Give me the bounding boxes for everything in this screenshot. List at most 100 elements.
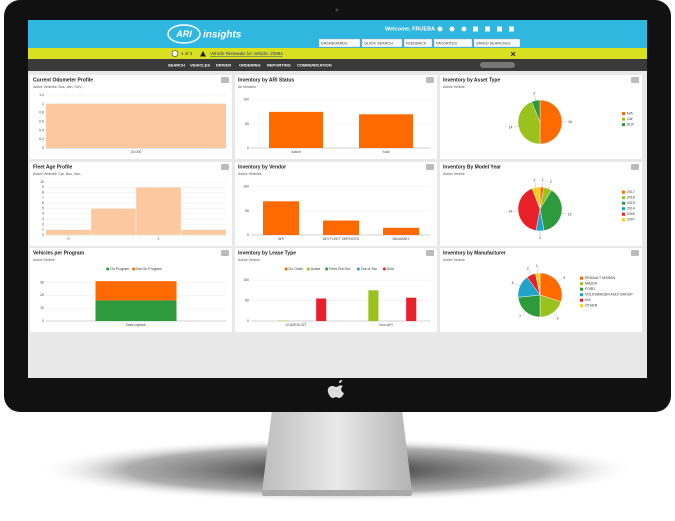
bar-segment[interactable]	[96, 281, 177, 300]
icon[interactable]	[438, 27, 443, 32]
legend-swatch	[580, 277, 583, 280]
x-tick-label: LEASEDCNT	[285, 323, 307, 327]
y-tick-label: 100	[243, 98, 249, 102]
nav-item[interactable]: REPORTING	[267, 62, 291, 67]
legend-label[interactable]: KIA	[585, 298, 591, 302]
export-icon[interactable]	[631, 77, 639, 83]
bar-segment[interactable]	[96, 300, 177, 321]
legend-swatch	[622, 202, 625, 205]
x-tick-label: 20,000	[131, 150, 142, 154]
export-icon[interactable]	[221, 250, 229, 256]
legend-label[interactable]: FORD	[585, 287, 595, 291]
slice-label: 2	[533, 91, 535, 95]
histogram-bar	[46, 230, 91, 235]
nav-bar	[28, 59, 647, 71]
export-icon[interactable]	[426, 164, 434, 170]
legend-label[interactable]: Fleet Out Svc	[329, 267, 350, 271]
chart-subtitle: Active Vehicle	[443, 172, 465, 176]
legend-swatch	[106, 268, 109, 271]
y-tick-label: 1.2	[39, 93, 44, 97]
menu-label[interactable]: QUICK SEARCH	[364, 41, 393, 45]
legend-label[interactable]: On Program	[110, 267, 129, 271]
legend-label[interactable]: 2017	[627, 190, 635, 194]
close-button[interactable]: ✕	[510, 51, 516, 58]
legend-label[interactable]: RENAULT NISSAN	[585, 276, 615, 280]
menu-label[interactable]: FEEDBACK	[406, 41, 427, 45]
icon[interactable]	[450, 27, 455, 32]
bar[interactable]	[323, 221, 359, 235]
welcome: Welcome, FRUEBA	[385, 26, 435, 32]
icon[interactable]	[462, 27, 467, 32]
legend-label[interactable]: On Order	[289, 267, 304, 271]
menu-label[interactable]: DASHBOARDS	[321, 41, 348, 45]
nav-item[interactable]: COMMUNICATION	[297, 62, 332, 67]
bar[interactable]	[316, 299, 326, 322]
slice-label: 2	[550, 180, 552, 184]
legend-label[interactable]: Not On Program	[136, 267, 162, 271]
notice-pager[interactable]: 1 of 3	[181, 51, 193, 56]
legend-label[interactable]: 2015	[627, 201, 635, 205]
legend-swatch	[580, 299, 583, 302]
bar[interactable]	[359, 114, 413, 148]
icon[interactable]	[509, 27, 514, 32]
icon[interactable]	[473, 27, 478, 32]
y-tick-label: 9	[42, 185, 44, 189]
slice-label: 16	[568, 120, 572, 124]
histogram-bar	[181, 230, 226, 235]
chart-subtitle: All Vehicles	[238, 85, 256, 89]
bar[interactable]	[368, 290, 378, 321]
export-icon[interactable]	[631, 164, 639, 170]
legend-label[interactable]: MAZDA	[585, 282, 598, 286]
nav-item[interactable]: ORDERING	[239, 62, 261, 67]
search-box[interactable]	[480, 62, 515, 68]
legend-label[interactable]: Active	[311, 267, 321, 271]
y-tick-label: 50	[245, 209, 249, 213]
legend-label[interactable]: SUV	[627, 123, 635, 127]
legend-label[interactable]: VOLKSWAGEN AUDI GROUP	[585, 293, 633, 297]
chart-title: Inventory by ARI Status	[238, 77, 294, 83]
export-icon[interactable]	[426, 77, 434, 83]
chart-title: Inventory by Manufacturer	[443, 250, 506, 256]
bar[interactable]	[383, 228, 419, 235]
y-tick-label: 50	[245, 122, 249, 126]
nav-item[interactable]: VEHICLES	[190, 62, 210, 67]
menu-label[interactable]: FAVORITES	[436, 41, 457, 45]
bar[interactable]	[269, 112, 323, 148]
icon[interactable]	[497, 27, 502, 32]
legend-label[interactable]: 2014	[627, 207, 635, 211]
nav-item[interactable]: SEARCH	[168, 62, 185, 67]
bar[interactable]	[406, 298, 416, 321]
menu-label[interactable]: SAVED SEARCHES	[476, 41, 511, 45]
x-tick-label: ARI	[278, 237, 284, 241]
legend-label[interactable]: Sold	[387, 267, 394, 271]
export-icon[interactable]	[221, 77, 229, 83]
legend-swatch	[580, 288, 583, 291]
legend-label[interactable]: Out of Svc	[361, 267, 378, 271]
export-icon[interactable]	[631, 250, 639, 256]
legend-swatch	[580, 293, 583, 296]
legend-label[interactable]: N/A	[627, 112, 634, 116]
nav-item[interactable]: DRIVER	[216, 62, 231, 67]
export-icon[interactable]	[221, 164, 229, 170]
legend-label[interactable]: 2007	[627, 218, 635, 222]
legend-label[interactable]: Car	[627, 117, 633, 121]
legend-label[interactable]: OTHER	[585, 304, 598, 308]
export-icon[interactable]	[426, 250, 434, 256]
chart-title: Vehicles per Program	[33, 250, 85, 256]
bar[interactable]	[46, 104, 226, 148]
chart-title: Inventory by Asset Type	[443, 77, 500, 83]
notice-link[interactable]: Vehicle Renewals for Vehicle: 20984	[210, 51, 283, 56]
bar[interactable]	[263, 201, 299, 235]
legend-label[interactable]: 2009	[627, 212, 635, 216]
icon[interactable]	[485, 27, 490, 32]
slice-label: 14	[509, 126, 513, 130]
chart-title: Fleet Age Profile	[33, 164, 72, 170]
logo: ARI	[175, 29, 192, 39]
legend-label[interactable]: 2016	[627, 196, 635, 200]
x-tick-label: ARI FLEET SERVICES	[323, 237, 360, 241]
chart-subtitle: Active Vehicles: Car, Bus, Van,...	[33, 172, 84, 176]
